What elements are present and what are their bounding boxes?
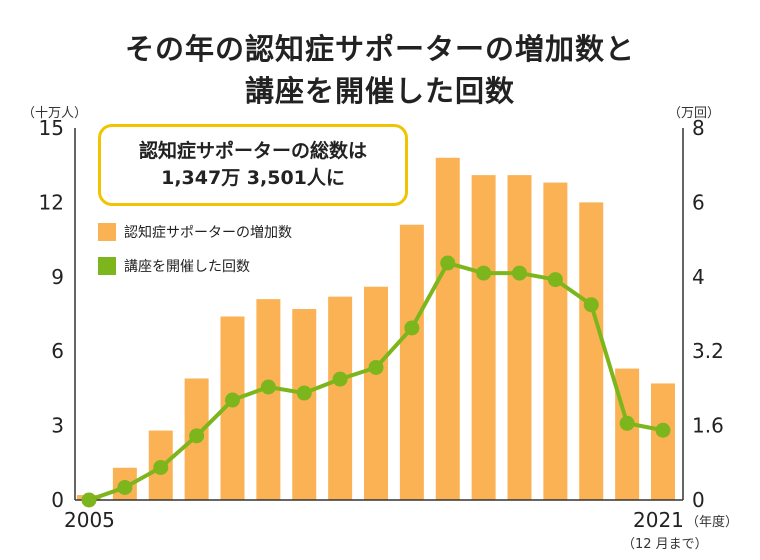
bar-2021 — [651, 383, 675, 500]
x-axis-note: （12 月まで） — [622, 537, 708, 552]
bar-2019 — [579, 202, 604, 500]
right-axis-unit: （万回） — [668, 106, 721, 121]
left-axis-ticks: 0 3 6 9 12 15 — [39, 116, 64, 512]
point-2010 — [260, 379, 276, 395]
bar-2016 — [471, 175, 496, 500]
point-2012 — [332, 371, 348, 387]
point-2005 — [81, 492, 97, 508]
bar-2014 — [399, 224, 424, 500]
bar-2017 — [507, 175, 532, 500]
right-tick-0: 0 — [692, 488, 705, 512]
left-tick-9: 9 — [51, 265, 64, 289]
right-tick-8: 8 — [692, 116, 705, 140]
x-label-start: 2005 — [64, 508, 115, 532]
callout-line1: 認知症サポーターの総数は — [138, 140, 367, 162]
bar-2010 — [256, 299, 281, 500]
right-tick-6: 6 — [692, 190, 705, 214]
point-2008 — [189, 428, 205, 444]
x-label-end: 2021 — [633, 508, 684, 532]
point-2011 — [296, 385, 312, 401]
bar-2012 — [328, 296, 353, 500]
total-callout: 認知症サポーターの総数は 1,347万 3,501人に — [98, 124, 408, 206]
right-tick-1.6: 1.6 — [692, 414, 724, 438]
point-2006 — [117, 479, 133, 495]
left-tick-6: 6 — [51, 339, 64, 363]
left-tick-3: 3 — [51, 414, 64, 438]
left-axis-unit: （十万人） — [22, 106, 88, 121]
legend-item-line: 講座を開催した回数 — [98, 256, 250, 276]
point-2014 — [404, 320, 420, 336]
point-2020 — [619, 415, 635, 431]
bar-2018 — [543, 182, 568, 500]
x-axis-unit: （年度） — [686, 515, 739, 530]
left-tick-0: 0 — [51, 488, 64, 512]
right-tick-3.2: 3.2 — [692, 339, 724, 363]
callout-line2: 1,347万 3,501人に — [161, 167, 345, 189]
point-2013 — [368, 359, 384, 375]
chart-title-line2: 講座を開催した回数 — [244, 74, 515, 108]
line-points — [81, 255, 671, 508]
right-tick-4: 4 — [692, 265, 705, 289]
point-2016 — [476, 265, 492, 281]
left-tick-15: 15 — [39, 116, 64, 140]
bar-2013 — [364, 286, 388, 500]
point-2021 — [655, 422, 671, 438]
legend-item-bars: 認知症サポーターの増加数 — [98, 222, 292, 242]
legend-label-bars: 認知症サポーターの増加数 — [124, 225, 292, 241]
point-2007 — [153, 459, 169, 475]
point-2019 — [583, 297, 599, 313]
point-2015 — [440, 255, 456, 271]
legend-swatch-line — [98, 257, 116, 275]
legend-label-line: 講座を開催した回数 — [124, 259, 250, 275]
legend-swatch-bars — [98, 223, 116, 241]
bar-2020 — [615, 368, 640, 500]
bar-2011 — [292, 309, 317, 500]
right-axis-ticks: 0 1.6 3.2 4 6 8 — [692, 116, 724, 512]
chart-title-line1: その年の認知症サポーターの増加数と — [124, 32, 635, 66]
point-2017 — [512, 265, 527, 281]
point-2009 — [225, 392, 240, 408]
bar-2015 — [435, 157, 460, 500]
left-tick-12: 12 — [39, 190, 64, 214]
point-2018 — [547, 272, 563, 288]
bar-series — [77, 157, 675, 500]
